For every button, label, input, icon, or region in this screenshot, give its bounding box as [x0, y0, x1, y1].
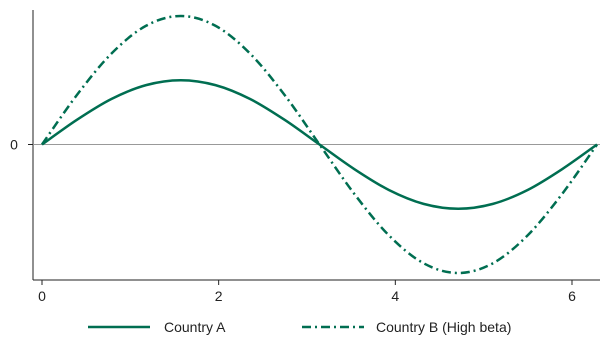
x-tick-label: 4 [391, 288, 399, 304]
tick-layer: 0 2 4 6 0 [10, 137, 576, 305]
x-tick-label: 0 [38, 288, 46, 304]
x-tick-label: 6 [568, 288, 576, 304]
legend-label-country-a: Country A [164, 319, 226, 335]
y-tick-label: 0 [10, 137, 18, 153]
series-line-country-a [41, 78, 598, 211]
series-line-country-b [40, 14, 599, 275]
legend: Country A Country B (High beta) [88, 319, 511, 335]
legend-label-country-b: Country B (High beta) [376, 319, 511, 335]
series-layer [40, 14, 599, 275]
axes [32, 10, 600, 281]
x-tick-label: 2 [215, 288, 223, 304]
